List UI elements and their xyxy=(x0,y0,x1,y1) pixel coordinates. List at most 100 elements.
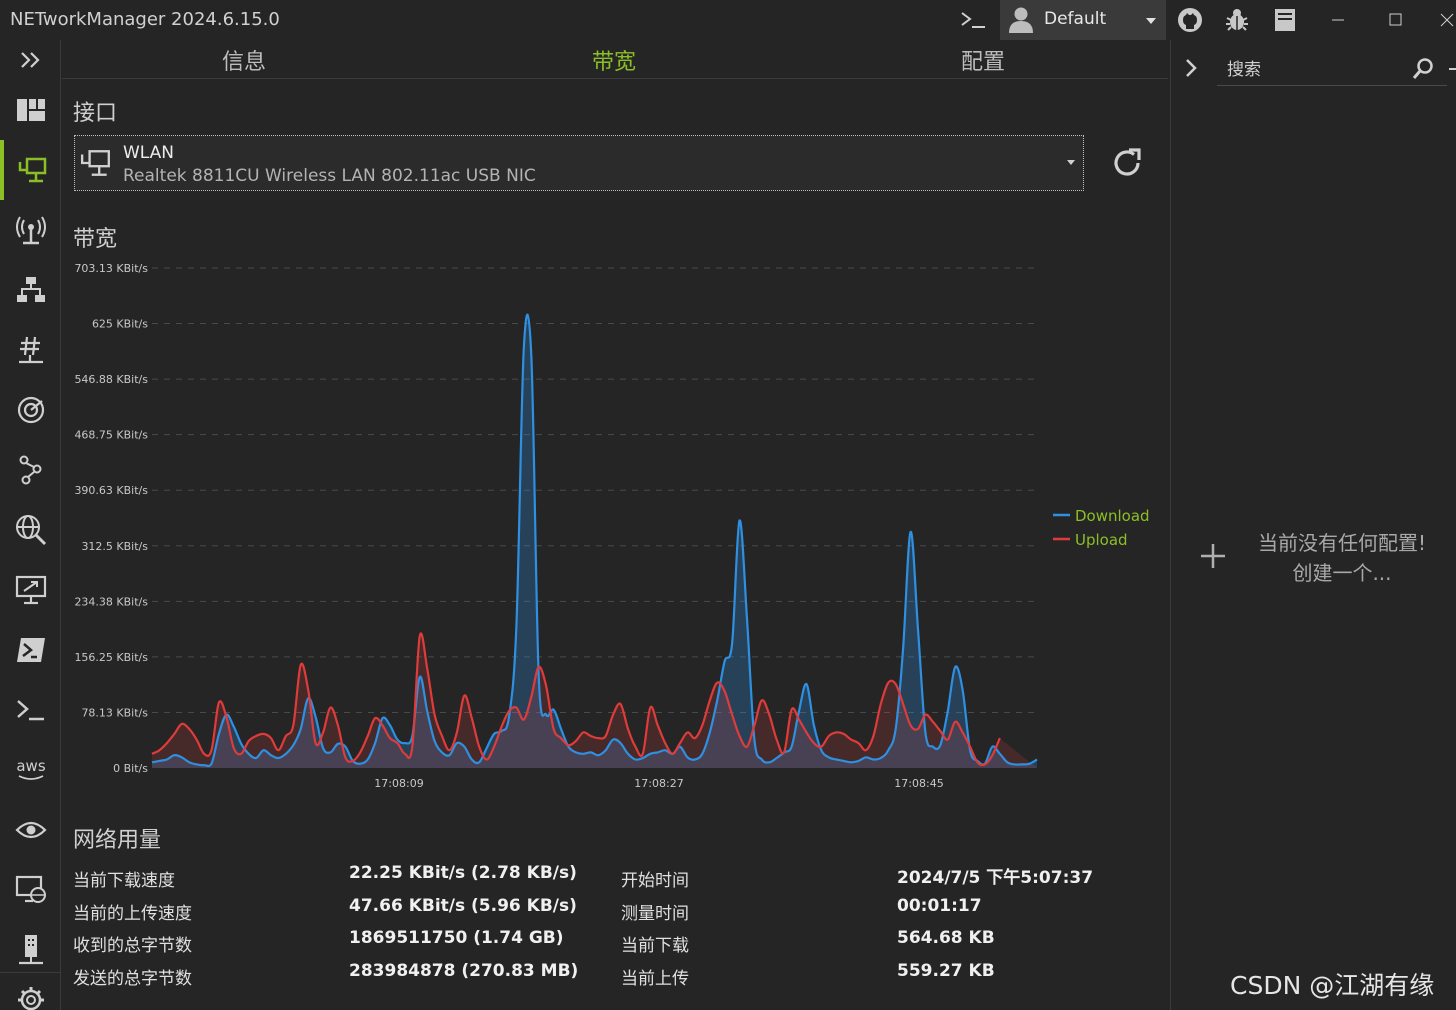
profile-selector[interactable]: Default xyxy=(1000,0,1166,40)
empty-line-2: 创建一个... xyxy=(1292,561,1392,585)
measured-time-value: 00:01:17 xyxy=(897,896,982,916)
close-icon[interactable] xyxy=(1432,5,1456,35)
remote-desktop-icon xyxy=(15,575,46,605)
sidebar-item-web-console[interactable] xyxy=(0,860,61,920)
interface-name: WLAN xyxy=(123,143,175,163)
tab-bandwidth[interactable]: 带宽 xyxy=(592,50,637,75)
network-interface-icon xyxy=(18,157,46,183)
user-icon xyxy=(1009,7,1033,33)
empty-line-1: 当前没有任何配置! xyxy=(1257,531,1427,555)
maximize-icon[interactable] xyxy=(1381,5,1411,35)
current-upload-value: 559.27 KB xyxy=(897,961,995,981)
y-tick-label: 625 KBit/s xyxy=(92,318,148,331)
current-download-label: 当前下载 xyxy=(621,936,689,956)
interface-description: Realtek 8811CU Wireless LAN 802.11ac USB… xyxy=(123,166,536,186)
start-time-label: 开始时间 xyxy=(621,871,689,891)
current-download-speed-label: 当前下载速度 xyxy=(73,871,175,891)
refresh-button[interactable] xyxy=(1108,144,1146,182)
monitor-globe-icon xyxy=(15,875,46,903)
chevron-right-icon xyxy=(1186,59,1197,77)
interface-dropdown[interactable]: WLAN Realtek 8811CU Wireless LAN 802.11a… xyxy=(74,135,1084,191)
bandwidth-chart: 0 Bit/s 78.13 KBit/s 156.25 KBit/s 234.38 K… xyxy=(74,262,1150,790)
hash-network-icon xyxy=(18,336,43,364)
sidebar-item-remote-desktop[interactable] xyxy=(0,560,61,620)
sidebar-item-aws[interactable]: aws xyxy=(0,740,61,800)
settings-button[interactable] xyxy=(0,972,61,1010)
tab-bar: 信息 带宽 配置 xyxy=(62,40,1168,79)
legend-label-upload: Upload xyxy=(1075,531,1128,549)
x-tick-label: 17:08:09 xyxy=(374,777,423,790)
total-bytes-received-value: 1869511750 (1.74 GB) xyxy=(349,928,564,948)
x-tick-label: 17:08:27 xyxy=(634,777,683,790)
profile-name: Default xyxy=(1044,9,1107,29)
series-area-download xyxy=(152,314,1037,768)
minimize-icon[interactable] xyxy=(1323,5,1353,35)
title-bar: NETworkManager 2024.6.15.0 Default xyxy=(0,0,1456,40)
watermark: CSDN @江湖有缘 xyxy=(1230,971,1435,1000)
interface-section-title: 接口 xyxy=(73,101,118,126)
sidebar-item-wifi[interactable] xyxy=(0,200,61,260)
sidebar-item-dashboard[interactable] xyxy=(0,80,61,140)
usage-section-title: 网络用量 xyxy=(73,828,162,853)
current-upload-speed-value: 47.66 KBit/s (5.96 KB/s) xyxy=(349,896,577,916)
sidebar-item-powershell[interactable] xyxy=(0,620,61,680)
globe-search-icon xyxy=(15,515,46,546)
sidebar-item-tigervnc[interactable] xyxy=(0,800,61,860)
app-title: NETworkManager 2024.6.15.0 xyxy=(10,9,280,30)
chevron-down-icon xyxy=(1146,18,1156,24)
wifi-antenna-icon xyxy=(15,216,46,245)
docs-icon[interactable] xyxy=(1270,5,1300,35)
svg-text:aws: aws xyxy=(16,757,45,775)
expand-sidebar-button[interactable] xyxy=(0,40,61,80)
chevron-down-icon xyxy=(1067,160,1075,165)
sidebar-item-network-interface[interactable] xyxy=(0,140,61,200)
add-icon[interactable] xyxy=(1199,542,1227,570)
total-bytes-sent-value: 283984878 (270.83 MB) xyxy=(349,961,579,981)
sidebar-item-putty[interactable] xyxy=(0,680,61,740)
current-download-value: 564.68 KB xyxy=(897,928,995,948)
y-tick-label: 390.63 KBit/s xyxy=(74,484,148,497)
y-tick-label: 546.88 KBit/s xyxy=(74,373,148,386)
y-tick-label: 78.13 KBit/s xyxy=(81,706,148,719)
aws-icon: aws xyxy=(16,757,45,780)
dashboard-icon xyxy=(16,99,45,121)
terminal-icon xyxy=(16,700,44,721)
powershell-icon xyxy=(16,638,45,662)
sidebar-item-snmp[interactable] xyxy=(0,920,61,980)
tab-info[interactable]: 信息 xyxy=(222,50,267,75)
y-tick-label: 468.75 KBit/s xyxy=(74,429,148,442)
profile-search-input[interactable] xyxy=(1217,54,1447,86)
network-hierarchy-icon xyxy=(16,277,45,302)
collapse-panel-button[interactable] xyxy=(1181,56,1201,84)
y-tick-label: 234.38 KBit/s xyxy=(74,595,148,608)
sidebar-item-traceroute[interactable] xyxy=(0,440,61,500)
radar-icon xyxy=(17,396,44,424)
bug-icon[interactable] xyxy=(1222,5,1252,35)
sidebar-item-ping[interactable] xyxy=(0,380,61,440)
legend-label-download: Download xyxy=(1075,507,1150,525)
total-bytes-received-label: 收到的总字节数 xyxy=(73,936,192,956)
dash-icon xyxy=(1449,68,1456,70)
y-tick-label: 156.25 KBit/s xyxy=(74,651,148,664)
x-tick-label: 17:08:45 xyxy=(894,777,943,790)
search-icon[interactable] xyxy=(1411,57,1435,81)
y-tick-label: 312.5 KBit/s xyxy=(81,540,148,553)
sidebar-item-port-scanner[interactable] xyxy=(0,320,61,380)
profiles-panel: 当前没有任何配置! 创建一个... xyxy=(1170,40,1456,1010)
start-time-value: 2024/7/5 下午5:07:37 xyxy=(897,868,1094,888)
current-upload-label: 当前上传 xyxy=(621,969,689,989)
tab-profiles[interactable]: 配置 xyxy=(961,50,1006,75)
double-chevron-right-icon xyxy=(20,52,40,68)
sidebar-item-ip-scanner[interactable] xyxy=(0,260,61,320)
current-upload-speed-label: 当前的上传速度 xyxy=(73,904,192,924)
powershell-icon[interactable] xyxy=(958,5,988,35)
y-tick-label: 0 Bit/s xyxy=(113,762,148,775)
github-icon[interactable] xyxy=(1175,5,1205,35)
empty-profiles-message[interactable]: 当前没有任何配置! 创建一个... xyxy=(1237,528,1447,588)
server-icon xyxy=(18,935,43,965)
total-bytes-sent-label: 发送的总字节数 xyxy=(73,969,192,989)
sidebar-item-dns-lookup[interactable] xyxy=(0,500,61,560)
series-line-upload xyxy=(151,632,1001,767)
y-tick-label: 703.13 KBit/s xyxy=(74,262,148,275)
eye-icon xyxy=(14,821,47,839)
